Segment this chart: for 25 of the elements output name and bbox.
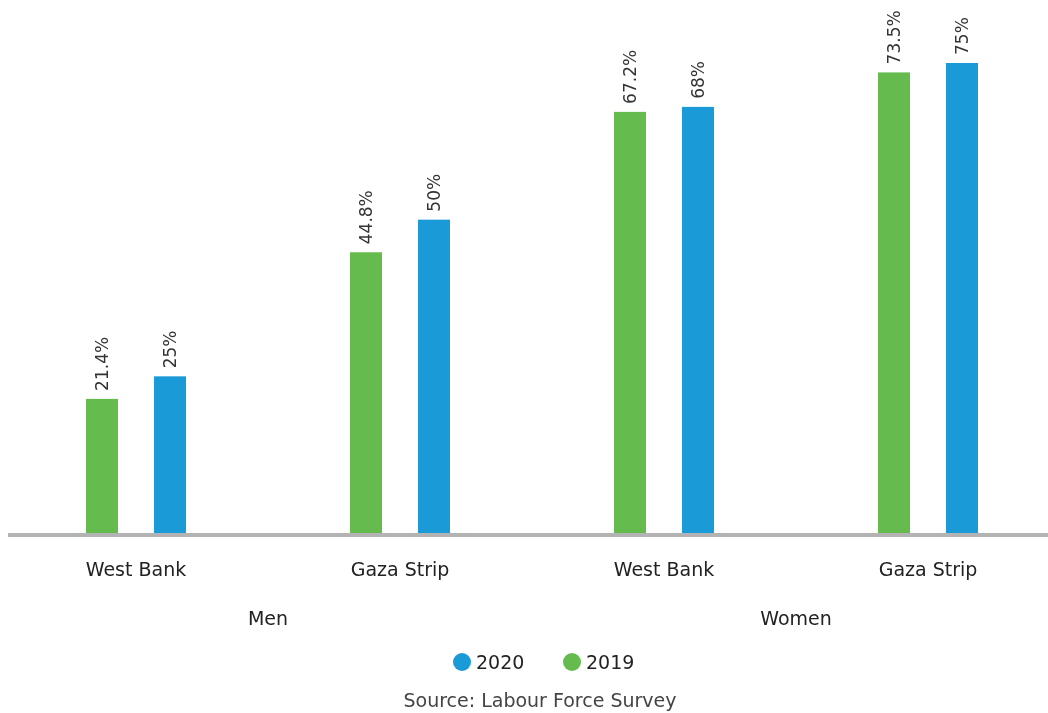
x-tick-label: West Bank — [85, 558, 187, 580]
bar — [946, 63, 978, 533]
bar — [878, 72, 910, 533]
legend-label: 2019 — [586, 651, 635, 673]
data-label: 75% — [952, 17, 972, 55]
bar — [154, 376, 186, 533]
data-label: 25% — [160, 330, 180, 369]
data-label: 21.4% — [92, 336, 112, 391]
text: Women — [760, 607, 832, 629]
x-tick-label: Gaza Strip — [878, 558, 978, 580]
bar — [614, 111, 646, 533]
x-tick-label: Gaza Strip — [350, 558, 450, 580]
bar — [86, 398, 118, 533]
data-label: 67.2% — [620, 49, 640, 104]
source-note: Source: Labour Force Survey — [403, 689, 677, 711]
bar — [682, 106, 714, 533]
data-label: 44.8% — [356, 190, 376, 245]
data-label: 73.5% — [884, 10, 904, 65]
legend-label: 2020 — [476, 651, 525, 673]
text: Men — [247, 607, 289, 629]
bar — [418, 219, 450, 533]
data-label: 50% — [424, 173, 444, 212]
data-label: 68% — [688, 61, 708, 99]
bar — [350, 252, 382, 533]
x-tick-label: West Bank — [613, 558, 715, 580]
